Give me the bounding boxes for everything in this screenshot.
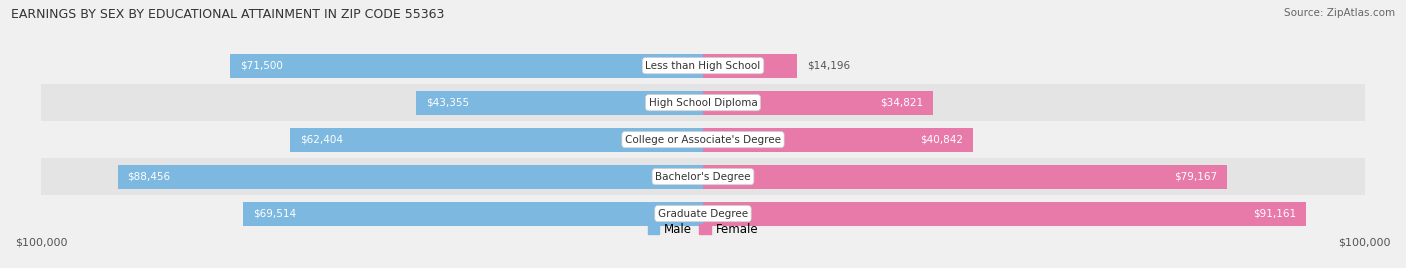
Bar xyxy=(243,202,703,226)
Bar xyxy=(703,165,1227,189)
Bar xyxy=(290,128,703,152)
Bar xyxy=(229,54,703,78)
Text: $14,196: $14,196 xyxy=(807,61,851,71)
Text: EARNINGS BY SEX BY EDUCATIONAL ATTAINMENT IN ZIP CODE 55363: EARNINGS BY SEX BY EDUCATIONAL ATTAINMEN… xyxy=(11,8,444,21)
Bar xyxy=(41,84,1365,121)
Bar xyxy=(703,202,1306,226)
Text: $69,514: $69,514 xyxy=(253,209,297,219)
Text: College or Associate's Degree: College or Associate's Degree xyxy=(626,135,780,145)
Legend: Male, Female: Male, Female xyxy=(643,218,763,241)
Bar xyxy=(416,91,703,115)
Bar xyxy=(41,195,1365,232)
Bar xyxy=(41,47,1365,84)
Text: $40,842: $40,842 xyxy=(921,135,963,145)
Bar xyxy=(703,54,797,78)
Bar xyxy=(41,158,1365,195)
Text: Bachelor's Degree: Bachelor's Degree xyxy=(655,172,751,182)
Text: $88,456: $88,456 xyxy=(128,172,170,182)
Text: Less than High School: Less than High School xyxy=(645,61,761,71)
Text: High School Diploma: High School Diploma xyxy=(648,98,758,108)
Bar xyxy=(118,165,703,189)
Bar xyxy=(703,91,934,115)
Text: $34,821: $34,821 xyxy=(880,98,924,108)
Text: $62,404: $62,404 xyxy=(299,135,343,145)
Text: $71,500: $71,500 xyxy=(240,61,283,71)
Bar xyxy=(41,121,1365,158)
Text: $43,355: $43,355 xyxy=(426,98,470,108)
Text: Graduate Degree: Graduate Degree xyxy=(658,209,748,219)
Text: Source: ZipAtlas.com: Source: ZipAtlas.com xyxy=(1284,8,1395,18)
Text: $91,161: $91,161 xyxy=(1253,209,1296,219)
Text: $79,167: $79,167 xyxy=(1174,172,1218,182)
Bar xyxy=(703,128,973,152)
